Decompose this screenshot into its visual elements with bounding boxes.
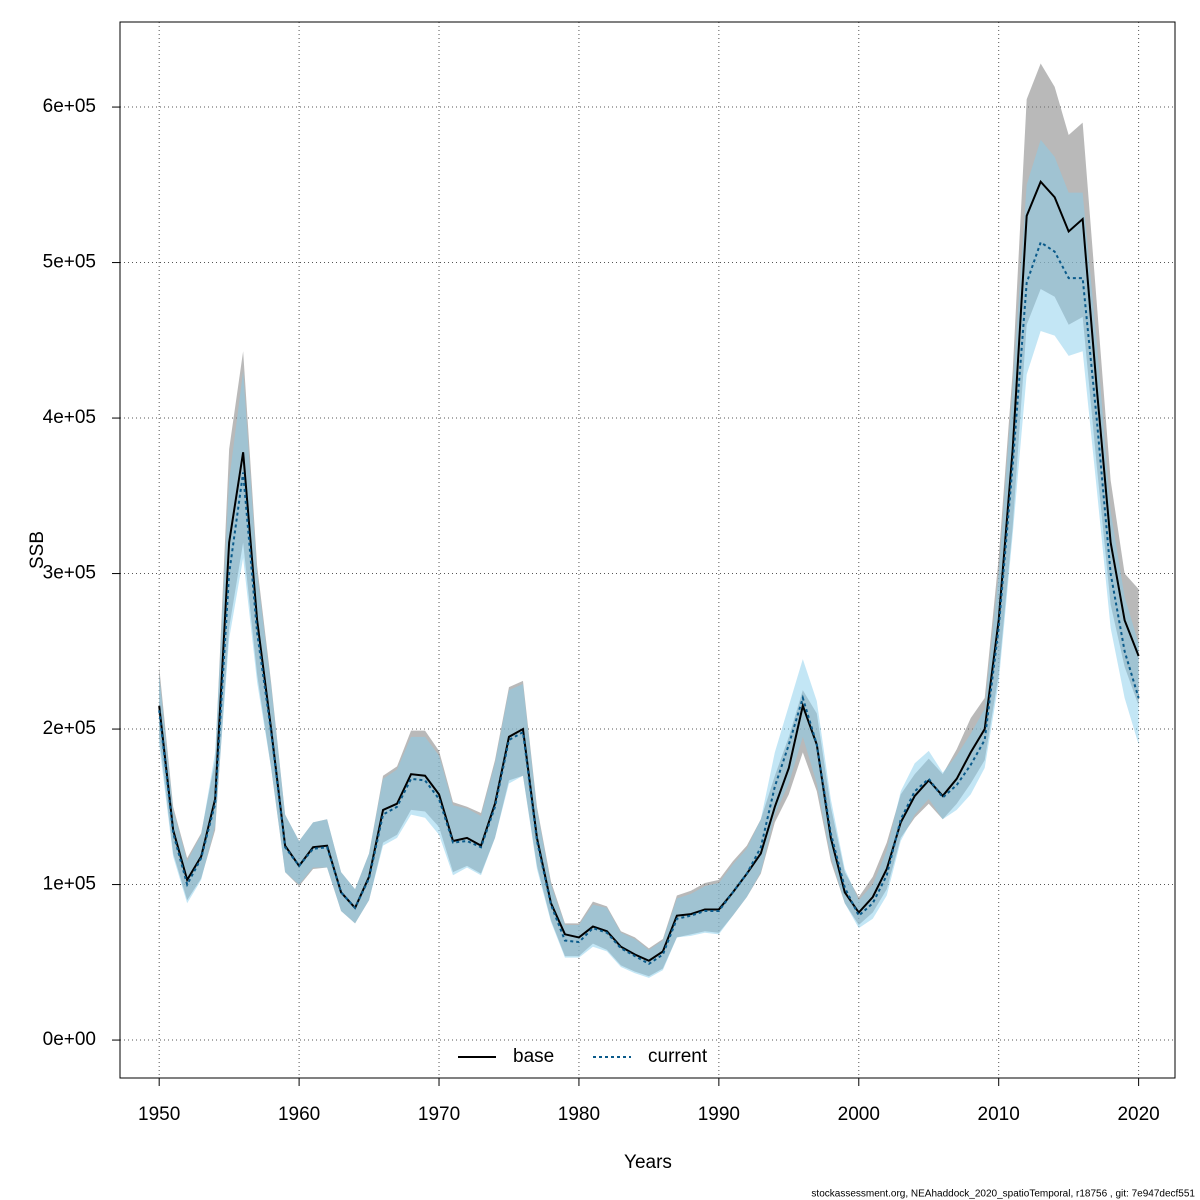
x-tick-label: 1950 [138,1104,180,1125]
y-tick-label: 0e+00 [43,1029,96,1050]
x-tick-label: 1970 [418,1104,460,1125]
x-tick-label: 2020 [1117,1104,1159,1125]
legend-label: current [648,1046,708,1067]
series-line [158,240,1140,966]
y-tick-label: 4e+05 [43,407,96,428]
legend-label: base [513,1046,554,1067]
y-tick-label: 3e+05 [43,563,96,584]
x-tick-label: 1990 [698,1104,740,1125]
x-tick-label: 1980 [558,1104,600,1125]
plot-frame [119,21,1176,1079]
series-line [158,179,1140,962]
x-tick-label: 1960 [278,1104,320,1125]
y-tick-label: 5e+05 [43,252,96,273]
y-tick-label: 1e+05 [43,874,96,895]
x-tick-label: 2000 [838,1104,880,1125]
y-axis-label: SSB [27,531,48,569]
y-tick-label: 2e+05 [43,718,96,739]
footnote: stockassessment.org, NEAhaddock_2020_spa… [811,1189,1195,1200]
y-tick-label: 6e+05 [43,96,96,117]
x-axis-label: Years [624,1152,672,1173]
confidence-band [159,139,1139,978]
x-tick-label: 2010 [978,1104,1020,1125]
